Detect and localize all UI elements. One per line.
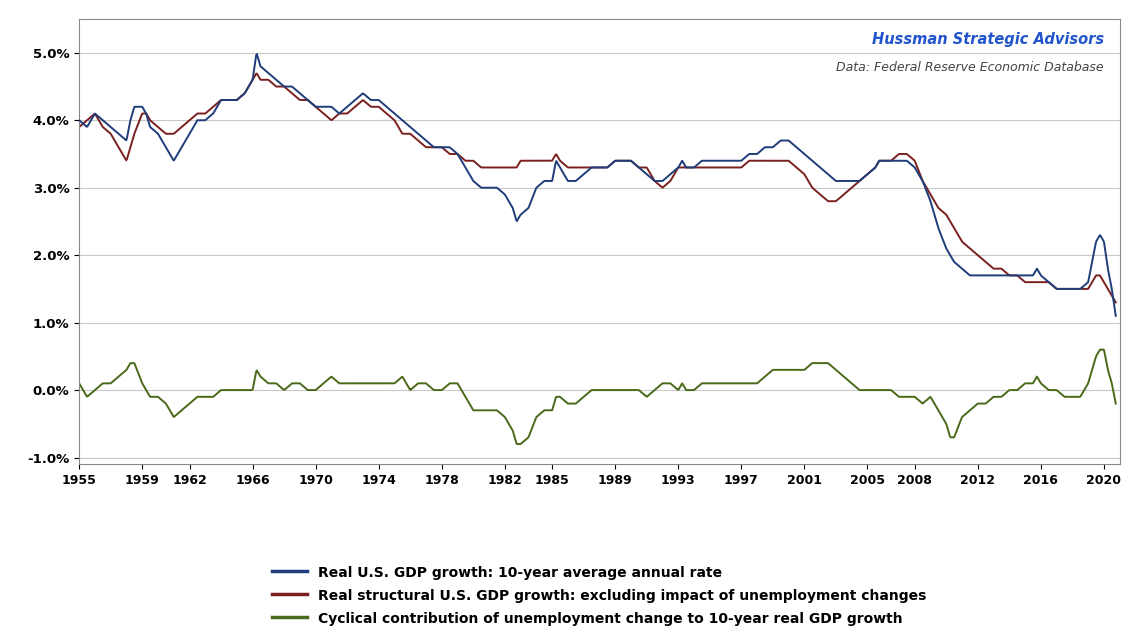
Text: Data: Federal Reserve Economic Database: Data: Federal Reserve Economic Database <box>837 62 1104 74</box>
Text: Hussman Strategic Advisors: Hussman Strategic Advisors <box>872 32 1104 48</box>
Legend: Real U.S. GDP growth: 10-year average annual rate, Real structural U.S. GDP grow: Real U.S. GDP growth: 10-year average an… <box>267 560 932 632</box>
